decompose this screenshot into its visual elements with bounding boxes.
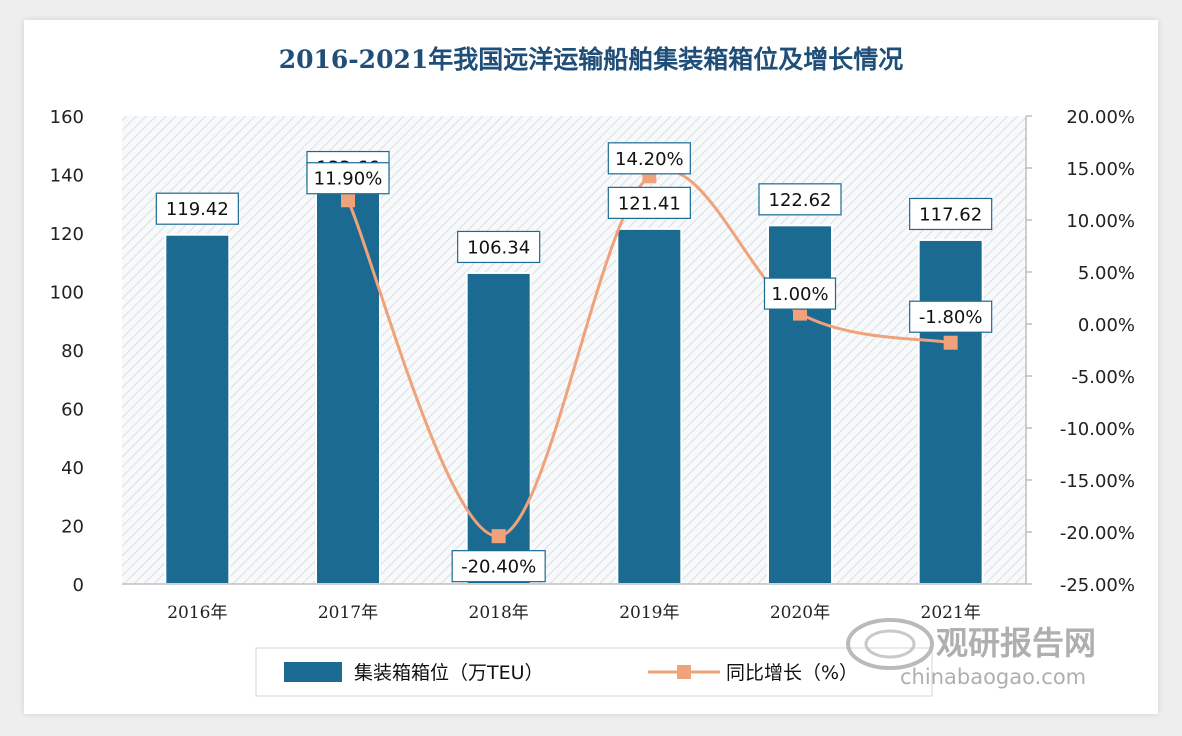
bar-label-3-box: [607, 186, 691, 219]
y-right-tick: 0.00%: [1078, 315, 1135, 336]
x-tick: 2018年: [469, 603, 529, 623]
bar-label-2-box: [457, 230, 541, 264]
y-right-tick: 5.00%: [1078, 263, 1135, 284]
watermark-domain: chinabaogao.com: [900, 665, 1086, 689]
bar-label-0: 119.42: [155, 192, 239, 225]
y-left-tick: 0: [73, 575, 84, 596]
growth-label-4-box: [763, 277, 837, 310]
bar-label-5: 117.62: [909, 197, 993, 231]
bar-label-2-text: 106.34: [467, 237, 530, 258]
bar-3: [616, 227, 683, 585]
chart-svg: 2016-2021年我国远洋运输船舶集装箱箱位及增长情况 0 20 40 60 80 10…: [50, 45, 1135, 697]
growth-label-2-box: [451, 550, 546, 583]
bar-0: [164, 233, 231, 585]
growth-label-3: 14.20%: [607, 142, 691, 175]
y-right-tick: -15.00%: [1060, 471, 1135, 492]
chart-card: 2016-2021年我国远洋运输船舶集装箱箱位及增长情况 0 20 40 60 80 10…: [24, 20, 1158, 714]
y-left-tick: 160: [50, 107, 84, 128]
growth-line: [346, 168, 951, 538]
x-tick: 2021年: [921, 603, 981, 623]
watermark-logo: 观研报告网 chinabaogao.com: [846, 618, 1096, 689]
y-left-tick: 40: [61, 458, 84, 479]
legend: 集装箱箱位（万TEU） 同比增长（%）: [255, 647, 933, 697]
growth-label-4-text: 1.00%: [771, 284, 828, 305]
growth-label-2-text: -20.40%: [461, 557, 536, 578]
bar-label-0-text: 119.42: [166, 199, 229, 220]
growth-label-3-text: 14.20%: [615, 149, 684, 170]
legend-label-bar: 集装箱箱位（万TEU）: [354, 662, 544, 684]
x-tick: 2016年: [167, 603, 227, 623]
bar-label-2: 106.34: [457, 230, 541, 264]
line-layer: [341, 168, 958, 544]
growth-point-4: [793, 306, 807, 321]
bar-label-5-text: 117.62: [919, 204, 982, 225]
growth-label-3-box: [607, 142, 691, 175]
y-right-tick: -10.00%: [1060, 419, 1135, 440]
growth-point-2: [491, 529, 506, 544]
plot-area: [122, 116, 1026, 584]
bar-label-4: 122.62: [758, 183, 842, 216]
bar-label-4-text: 122.62: [769, 190, 832, 211]
growth-point-1: [341, 193, 355, 208]
growth-label-1-text: 11.90%: [314, 169, 383, 190]
growth-label-5-text: -1.80%: [919, 307, 983, 328]
legend-swatch-marker: [677, 665, 691, 679]
y-right-tick: 15.00%: [1066, 159, 1135, 180]
y-right-tick: 20.00%: [1066, 107, 1135, 128]
watermark-swirl-inner: [864, 629, 916, 659]
legend-swatch-bar: [284, 662, 342, 682]
bar-2: [465, 271, 532, 585]
x-tick: 2020年: [770, 603, 830, 623]
x-tick: 2019年: [619, 603, 679, 623]
y-left-tick: 140: [50, 166, 84, 187]
axes-layer: 0 20 40 60 80 100 120 140 160 -25.00% -20.00% -15.0…: [50, 107, 1135, 623]
growth-label-4: 1.00%: [763, 277, 837, 310]
bar-1: [315, 192, 381, 585]
y-left-tick: 20: [61, 517, 84, 538]
labels-layer: 119.42133.66106.34121.41122.62117.6211.9…: [155, 142, 993, 583]
bar-label-4-box: [758, 183, 842, 216]
y-left-tick: 80: [61, 341, 84, 362]
y-right-tick: 10.00%: [1066, 211, 1135, 232]
bar-label-0-box: [155, 192, 239, 225]
bar-label-3-text: 121.41: [618, 193, 681, 214]
x-tick: 2017年: [318, 603, 378, 623]
bar-label-5-box: [909, 197, 993, 231]
growth-label-1-box: [306, 162, 390, 195]
watermark-name: 观研报告网: [936, 624, 1096, 662]
chart-title: 2016-2021年我国远洋运输船舶集装箱箱位及增长情况: [279, 45, 904, 74]
y-left-tick: 120: [50, 224, 84, 245]
watermark-swirl-icon: [846, 618, 934, 670]
growth-label-1: 11.90%: [306, 162, 390, 195]
growth-label-5: -1.80%: [909, 300, 993, 333]
bar-5: [917, 238, 984, 586]
legend-box: [255, 647, 933, 697]
y-right-tick: -25.00%: [1060, 575, 1135, 596]
growth-label-5-box: [909, 300, 993, 333]
bar-label-3: 121.41: [607, 186, 691, 219]
growth-point-5: [943, 335, 958, 350]
y-left-tick: 100: [50, 283, 84, 304]
legend-label-line: 同比增长（%）: [726, 662, 858, 684]
y-left-tick: 60: [61, 400, 84, 421]
growth-label-2: -20.40%: [451, 550, 546, 583]
y-right-tick: -5.00%: [1071, 367, 1135, 388]
y-right-tick: -20.00%: [1060, 523, 1135, 544]
